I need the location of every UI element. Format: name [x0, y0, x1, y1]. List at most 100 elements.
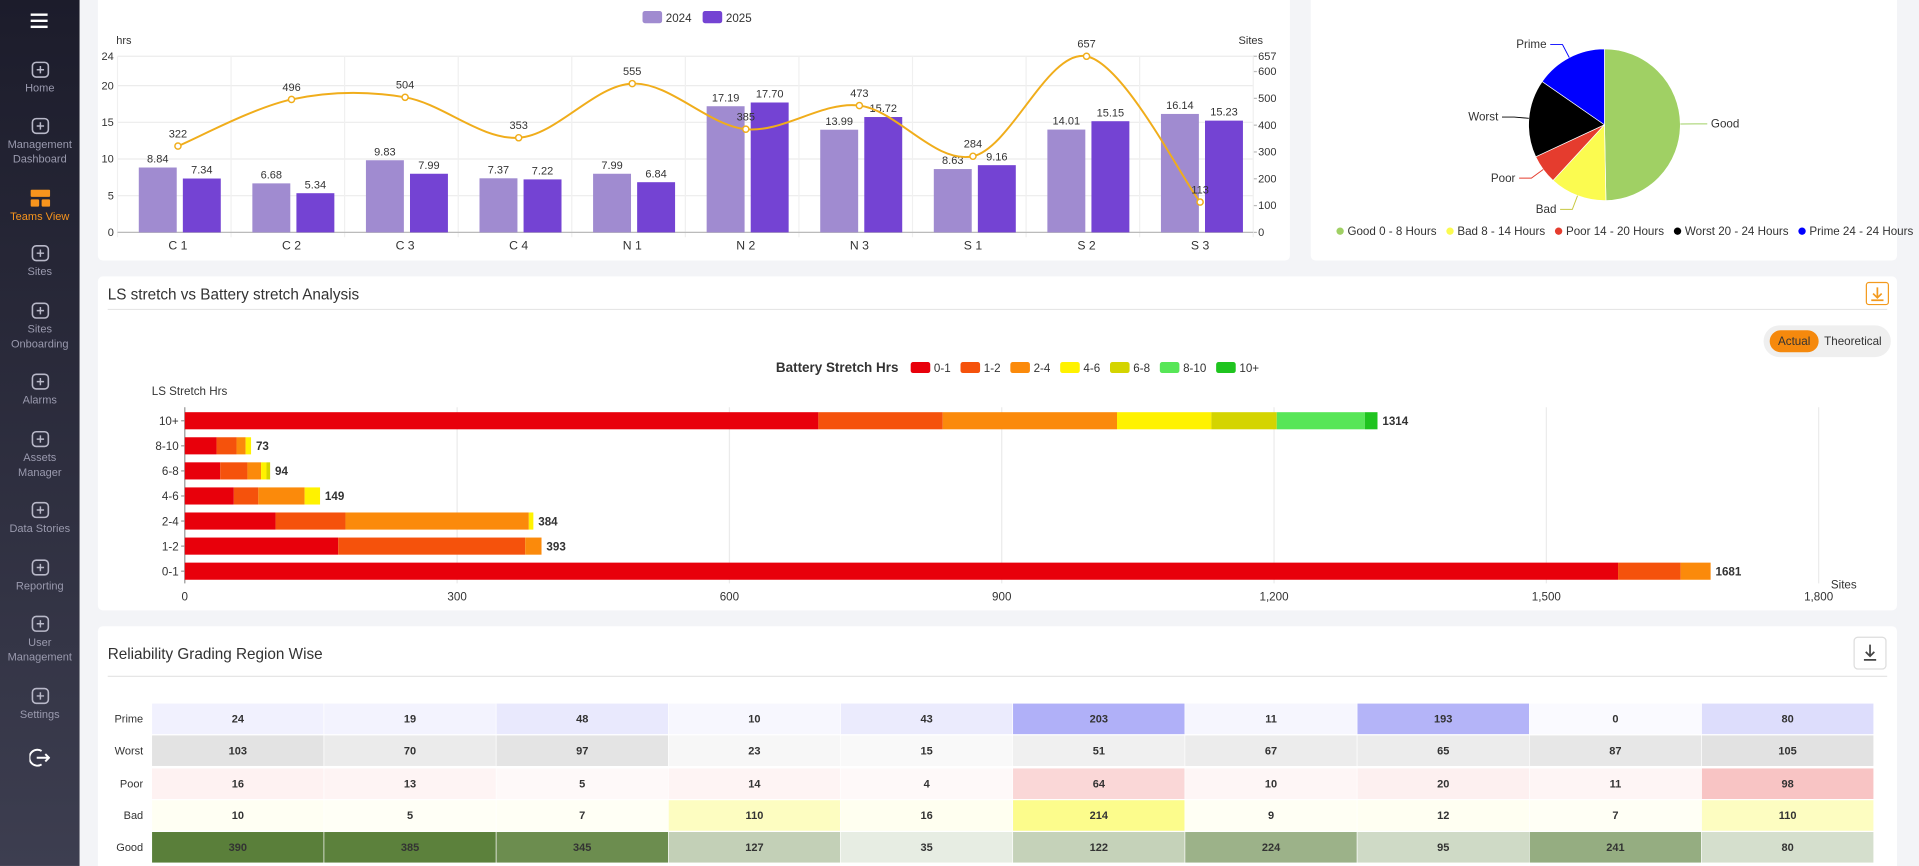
data-label: 8.84 [147, 154, 168, 166]
download-button[interactable] [1853, 636, 1887, 670]
nav-icon [31, 501, 49, 519]
bar-segment [275, 512, 346, 530]
line-point [628, 79, 637, 88]
line-point [401, 93, 409, 102]
bar-segment [528, 512, 534, 530]
download-button[interactable] [1865, 281, 1890, 306]
bar [864, 117, 903, 233]
total-label: 73 [256, 440, 269, 453]
legend-label: Prime 24 - 24 Hours [1809, 225, 1913, 238]
nav-item[interactable]: Reporting [0, 559, 80, 593]
nav-item[interactable]: Data Stories [0, 501, 80, 535]
bar-segment [1618, 562, 1681, 580]
y-tick-label: 6-8 [162, 465, 179, 478]
cell-label: 110 [1779, 810, 1797, 822]
y-tick-label: 8-10 [155, 440, 178, 453]
heat-cell [840, 767, 1014, 800]
row-label: Prime [114, 714, 143, 726]
heat-cell [1529, 702, 1702, 735]
cell-label: 122 [1090, 842, 1108, 854]
cell-label: 5 [407, 810, 413, 822]
data-label: 6.68 [261, 169, 282, 181]
y2-tick-label: 200 [1258, 173, 1276, 185]
legend-swatch [910, 362, 931, 374]
nav-item[interactable]: User Management [0, 615, 80, 664]
nav-item[interactable]: Alarms [0, 373, 80, 407]
nav-item[interactable]: Teams View [0, 189, 80, 224]
heat-cell [151, 799, 325, 832]
nav-label: Alarms [22, 393, 57, 407]
data-label: 7.22 [532, 166, 553, 178]
nav-icon [31, 302, 49, 319]
heat-cell [668, 831, 841, 864]
heat-cell [1701, 734, 1875, 767]
menu-icon[interactable] [30, 13, 48, 29]
data-label: 7.34 [191, 165, 212, 177]
nav-item[interactable]: Assets Manager [0, 430, 80, 480]
data-label: 6.84 [645, 168, 666, 180]
bar-segment [1276, 412, 1365, 430]
nav-item[interactable]: Settings [0, 687, 80, 721]
nav-item[interactable]: Sites [0, 245, 80, 279]
nav-icon [31, 373, 49, 390]
legend-swatch [1216, 362, 1236, 374]
bar [933, 169, 972, 233]
leader-line [1501, 116, 1529, 119]
legend-dot [1554, 227, 1563, 235]
heat-cell [1701, 702, 1875, 735]
nav-icon [31, 559, 49, 576]
cell-label: 98 [1781, 778, 1793, 790]
heat-cell [1356, 799, 1530, 832]
legend-label: 2025 [726, 12, 752, 25]
heat-cell [1701, 799, 1875, 832]
x-tick-label: 1,800 [1804, 591, 1833, 604]
cell-label: 12 [1437, 810, 1449, 822]
cell-label: 16 [232, 778, 244, 790]
total-label: 384 [538, 515, 558, 528]
y2-tick-label: 0 [1258, 227, 1264, 239]
legend-label: 6-8 [1133, 362, 1150, 375]
nav-item[interactable]: Home [0, 61, 80, 95]
bar-segment [345, 512, 529, 530]
data-label: 17.70 [756, 89, 784, 101]
bar-segment [247, 462, 262, 480]
heat-cell [668, 702, 841, 735]
x-tick-label: C 3 [396, 239, 415, 253]
toggle-option[interactable]: Theoretical [1824, 335, 1881, 348]
pie-slice [1528, 80, 1606, 158]
nav-item[interactable]: Sites Onboarding [0, 302, 80, 351]
cell-label: 193 [1434, 714, 1452, 726]
legend-label: 2-4 [1034, 362, 1051, 375]
y2-tick-label: 400 [1258, 120, 1276, 132]
bar-segment [184, 562, 1619, 580]
cell-label: 80 [1781, 714, 1793, 726]
bar-segment [338, 537, 526, 555]
x-tick-label: S 1 [964, 239, 983, 253]
logout-icon[interactable] [29, 747, 51, 768]
cell-label: 43 [921, 714, 933, 726]
nav-icon [31, 245, 49, 262]
nav-label: Data Stories [9, 522, 71, 535]
x-tick-label: 1,500 [1532, 591, 1561, 604]
heat-cell [1012, 702, 1186, 735]
heat-cell [323, 734, 497, 767]
leader-line [1550, 44, 1570, 58]
heat-cell [1184, 831, 1358, 864]
total-label: 1681 [1716, 565, 1742, 578]
total-label: 94 [275, 465, 288, 478]
cell-label: 95 [1437, 842, 1449, 854]
bar-segment [1211, 412, 1277, 430]
total-label: 1314 [1382, 415, 1408, 428]
x-tick-label: S 3 [1191, 239, 1210, 253]
total-label: 149 [325, 490, 345, 503]
data-label: 7.99 [601, 160, 622, 172]
legend-label: Good 0 - 8 Hours [1347, 225, 1436, 238]
y2-tick-label: 100 [1258, 200, 1276, 212]
heat-cell [1184, 767, 1358, 800]
data-label: 7.99 [418, 160, 439, 172]
data-label: 555 [623, 66, 641, 78]
toggle-option[interactable]: Actual [1778, 335, 1810, 348]
heat-cell [1701, 831, 1875, 864]
nav-item[interactable]: Management Dashboard [0, 117, 80, 166]
